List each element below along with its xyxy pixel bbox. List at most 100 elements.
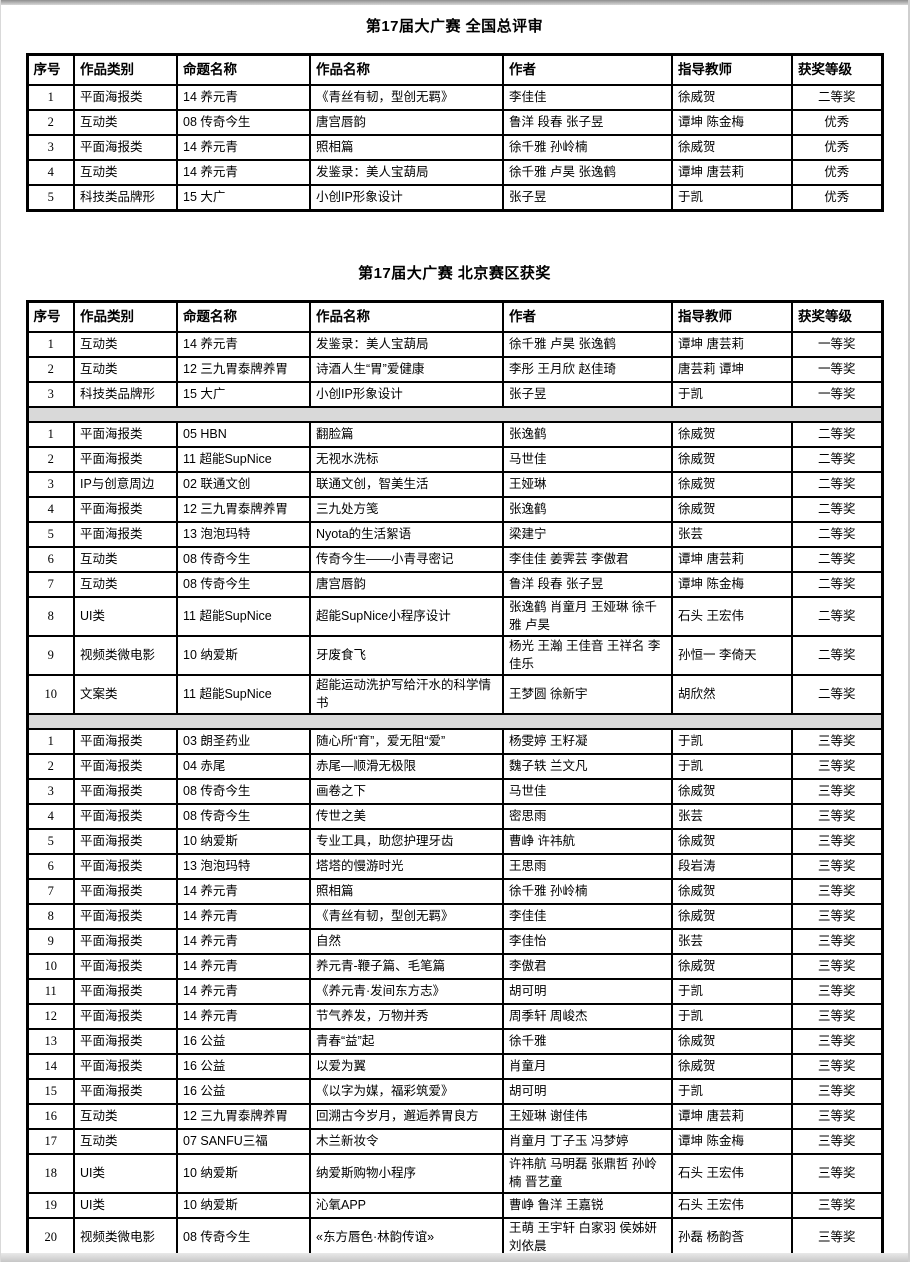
table-cell: 专业工具，助您护理牙齿 xyxy=(309,828,504,855)
table-row: 17 互动类 07 SANFU三福 木兰新妆令 肖童月 丁子玉 冯梦婷 谭坤 陈金梅 三等奖 xyxy=(26,1128,883,1155)
table-cell: 李佳怡 xyxy=(502,928,673,955)
table-cell: 03 朗圣药业 xyxy=(176,728,311,755)
table-cell: 马世佳 xyxy=(502,446,673,473)
table-cell: 徐威贺 xyxy=(671,828,793,855)
table-cell: 三九处方笺 xyxy=(309,496,504,523)
table-cell: 沁氧APP xyxy=(309,1192,504,1219)
table-cell: 三等奖 xyxy=(791,803,883,830)
table-cell: 二等奖 xyxy=(791,84,883,111)
column-header: 序号 xyxy=(26,300,75,333)
separator-cell xyxy=(26,406,883,423)
column-header: 序号 xyxy=(26,53,75,86)
column-header: 指导教师 xyxy=(671,53,793,86)
table-cell: 随心所“育”，爱无阻“爱” xyxy=(309,728,504,755)
table-row: 9 视频类微电影 10 纳爱斯 牙废食飞 杨光 王瀚 王佳音 王祥名 李佳乐 孙恒一 李倚… xyxy=(26,635,883,676)
table-cell: 1 xyxy=(26,331,75,358)
table-row: 18 UI类 10 纳爱斯 纳爱斯购物小程序 许祎航 马明磊 张鼎哲 孙岭楠 晋艺童 石头… xyxy=(26,1153,883,1194)
table-cell: 平面海报类 xyxy=(73,903,178,930)
table-cell: IP与创意周边 xyxy=(73,471,178,498)
national-table-header: 序号 作品类别 命题名称 作品名称 作者 指导教师 获奖等级 xyxy=(26,53,883,86)
table-cell: UI类 xyxy=(73,1192,178,1219)
table-row: 1 平面海报类 03 朗圣药业 随心所“育”，爱无阻“爱” 杨雯婷 王籽凝 于凯 三等奖 xyxy=(26,728,883,755)
table-cell: 三等奖 xyxy=(791,828,883,855)
table-cell: 《以字为媒，福彩筑爱》 xyxy=(309,1078,504,1105)
table-cell: 马世佳 xyxy=(502,778,673,805)
table-cell: 12 三九胃泰牌养胃 xyxy=(176,356,311,383)
table-cell: 三等奖 xyxy=(791,1103,883,1130)
table-cell: 16 公益 xyxy=(176,1078,311,1105)
table-cell: 文案类 xyxy=(73,674,178,715)
table-cell: 张逸鹤 xyxy=(502,421,673,448)
table-cell: 养元青-鞭子篇、毛笔篇 xyxy=(309,953,504,980)
table-cell: 08 传奇今生 xyxy=(176,1217,311,1259)
table-cell: 11 超能SupNice xyxy=(176,674,311,715)
table-cell: 05 HBN xyxy=(176,421,311,448)
table-row: 13 平面海报类 16 公益 青春“益”起 徐千雅 徐威贺 三等奖 xyxy=(26,1028,883,1055)
table-row: 15 平面海报类 16 公益 《以字为媒，福彩筑爱》 胡可明 于凯 三等奖 xyxy=(26,1078,883,1105)
table-cell: 20 xyxy=(26,1217,75,1259)
table-cell: 二等奖 xyxy=(791,421,883,448)
table-cell: 徐威贺 xyxy=(671,778,793,805)
table-cell: 三等奖 xyxy=(791,1078,883,1105)
table-cell: 翻脸篇 xyxy=(309,421,504,448)
table-cell: 11 超能SupNice xyxy=(176,446,311,473)
table-cell: 自然 xyxy=(309,928,504,955)
table-cell: 石头 王宏伟 xyxy=(671,1192,793,1219)
table-row: 2 平面海报类 11 超能SupNice 无视水洗标 马世佳 徐威贺 二等奖 xyxy=(26,446,883,473)
table-cell: 徐威贺 xyxy=(671,953,793,980)
table-cell: 回溯古今岁月，邂逅养胃良方 xyxy=(309,1103,504,1130)
table-cell: 优秀 xyxy=(791,109,883,136)
table-cell: 4 xyxy=(26,159,75,186)
table-row: 1 互动类 14 养元青 发鉴录：美人宝葫局 徐千雅 卢昊 张逸鹤 谭坤 唐芸莉 一等奖 xyxy=(26,331,883,358)
table-cell: 段岩涛 xyxy=(671,853,793,880)
separator-cell xyxy=(26,713,883,730)
table-cell: 13 泡泡玛特 xyxy=(176,853,311,880)
table-cell: 于凯 xyxy=(671,1078,793,1105)
table-cell: 互动类 xyxy=(73,159,178,186)
table-cell: 16 xyxy=(26,1103,75,1130)
table-cell: 平面海报类 xyxy=(73,803,178,830)
table-cell: 照相篇 xyxy=(309,878,504,905)
table-cell: 徐千雅 卢昊 张逸鹤 xyxy=(502,331,673,358)
table-cell: 张芸 xyxy=(671,521,793,548)
table-row: 19 UI类 10 纳爱斯 沁氧APP 曹峥 鲁洋 王嘉锐 石头 王宏伟 三等奖 xyxy=(26,1192,883,1219)
table-row: 10 平面海报类 14 养元青 养元青-鞭子篇、毛笔篇 李傲君 徐威贺 三等奖 xyxy=(26,953,883,980)
table-cell: 许祎航 马明磊 张鼎哲 孙岭楠 晋艺童 xyxy=(502,1153,673,1194)
table-cell: 平面海报类 xyxy=(73,828,178,855)
table-cell: 14 养元青 xyxy=(176,878,311,905)
table-cell: 二等奖 xyxy=(791,596,883,637)
table-cell: 三等奖 xyxy=(791,903,883,930)
table-cell: 徐威贺 xyxy=(671,471,793,498)
table-cell: 徐威贺 xyxy=(671,446,793,473)
table-cell: 2 xyxy=(26,446,75,473)
column-header: 获奖等级 xyxy=(791,300,883,333)
table-cell: 以爱为翼 xyxy=(309,1053,504,1080)
table-cell: 3 xyxy=(26,381,75,408)
table-cell: 一等奖 xyxy=(791,356,883,383)
table-cell: 鲁洋 段春 张子昱 xyxy=(502,109,673,136)
table-cell: 三等奖 xyxy=(791,978,883,1005)
table-cell: 14 养元青 xyxy=(176,903,311,930)
table-cell: 无视水洗标 xyxy=(309,446,504,473)
table-cell: 平面海报类 xyxy=(73,1003,178,1030)
table-cell: 12 xyxy=(26,1003,75,1030)
table-cell: 李佳佳 xyxy=(502,903,673,930)
beijing-awards-table: 序号 作品类别 命题名称 作品名称 作者 指导教师 获奖等级 1 互动类 14 养元青 发鉴录：美… xyxy=(25,300,884,1259)
table-cell: 谭坤 唐芸莉 xyxy=(671,1103,793,1130)
table-cell: 青春“益”起 xyxy=(309,1028,504,1055)
table-cell: 于凯 xyxy=(671,728,793,755)
table-cell: 14 养元青 xyxy=(176,978,311,1005)
table-cell: 08 传奇今生 xyxy=(176,571,311,598)
table-cell: 10 xyxy=(26,674,75,715)
table-cell: 互动类 xyxy=(73,331,178,358)
table-cell: 节气养发，万物并秀 xyxy=(309,1003,504,1030)
table-row: 4 平面海报类 12 三九胃泰牌养胃 三九处方笺 张逸鹤 徐威贺 二等奖 xyxy=(26,496,883,523)
table-cell: 13 泡泡玛特 xyxy=(176,521,311,548)
beijing-table-header: 序号 作品类别 命题名称 作品名称 作者 指导教师 获奖等级 xyxy=(26,300,883,333)
table-cell: 1 xyxy=(26,728,75,755)
page-bottom-edge xyxy=(1,1253,908,1262)
table-cell: 传奇今生——小青寻密记 xyxy=(309,546,504,573)
table-cell: 三等奖 xyxy=(791,753,883,780)
table-cell: 三等奖 xyxy=(791,1192,883,1219)
table-cell: 徐威贺 xyxy=(671,1028,793,1055)
